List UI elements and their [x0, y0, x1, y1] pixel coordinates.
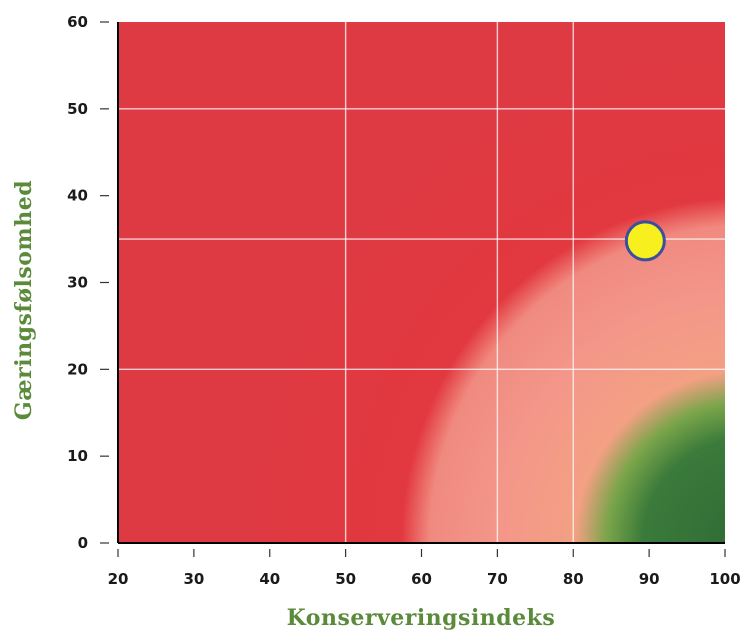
gridlines	[118, 22, 725, 543]
data-point-1	[624, 220, 666, 262]
x-axis-ticks: 20 30 40 50 60 70 80 90 100	[108, 549, 740, 588]
x-tick-label-100: 100	[709, 570, 740, 588]
y-tick-label-60: 60	[67, 13, 88, 31]
x-tick-label-20: 20	[108, 570, 129, 588]
x-tick-label-30: 30	[183, 570, 204, 588]
x-tick-label-60: 60	[411, 570, 432, 588]
axes	[117, 22, 725, 544]
x-tick-label-90: 90	[639, 570, 660, 588]
x-tick-label-50: 50	[335, 570, 356, 588]
y-axis-title: Gæringsfølsomhed	[11, 180, 37, 420]
x-axis-title: Konserveringsindeks	[287, 605, 556, 631]
y-tick-label-30: 30	[67, 274, 88, 292]
x-tick-label-40: 40	[259, 570, 280, 588]
x-tick-label-70: 70	[487, 570, 508, 588]
y-tick-label-50: 50	[67, 100, 88, 118]
y-tick-label-0: 0	[78, 534, 88, 552]
data-points	[624, 220, 666, 262]
y-axis-ticks: 0 10 20 30 40 50 60	[67, 13, 109, 552]
y-tick-label-40: 40	[67, 187, 88, 205]
y-tick-label-10: 10	[67, 447, 88, 465]
x-tick-label-80: 80	[563, 570, 584, 588]
plot-background	[118, 22, 725, 543]
y-tick-label-20: 20	[67, 360, 88, 378]
